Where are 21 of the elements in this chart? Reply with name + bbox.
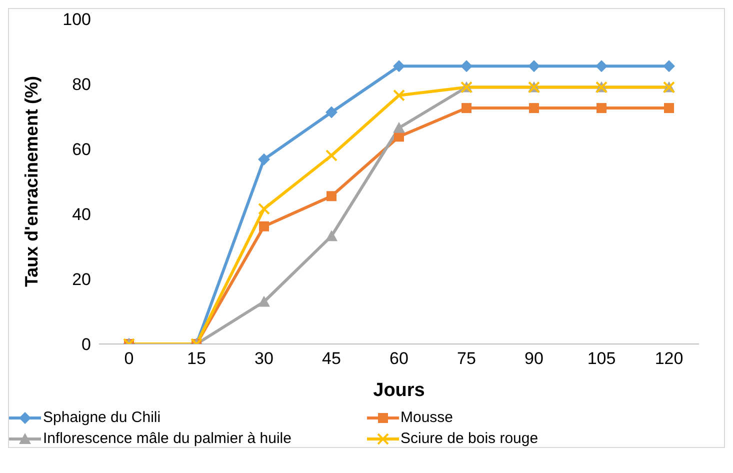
y-tick-label: 0 <box>82 335 91 354</box>
legend-label: Sphaigne du Chili <box>43 409 161 426</box>
x-tick-label: 30 <box>254 349 274 368</box>
y-tick-label: 40 <box>72 205 91 224</box>
x-axis-title: Jours <box>373 380 425 401</box>
x-tick-label: 90 <box>524 349 544 368</box>
x-tick-label: 60 <box>390 349 408 368</box>
x-tick-label: 45 <box>322 349 341 368</box>
y-tick-label: 60 <box>72 140 91 160</box>
x-tick-label: 120 <box>654 349 684 368</box>
x-tick-label: 75 <box>457 349 476 368</box>
x-tick-label: 0 <box>124 349 134 368</box>
y-tick-label: 100 <box>62 10 91 30</box>
y-tick-label: 80 <box>72 75 91 94</box>
legend-label: Inflorescence mâle du palmier à huile <box>43 430 292 447</box>
y-tick-label: 20 <box>72 270 91 290</box>
y-axis-title: Taux d'enracinement (%) <box>21 76 42 287</box>
legend-label: Sciure de bois rouge <box>400 430 538 447</box>
x-tick-label: 105 <box>587 349 616 368</box>
legend-label: Mousse <box>400 409 454 426</box>
x-tick-label: 15 <box>187 349 206 368</box>
